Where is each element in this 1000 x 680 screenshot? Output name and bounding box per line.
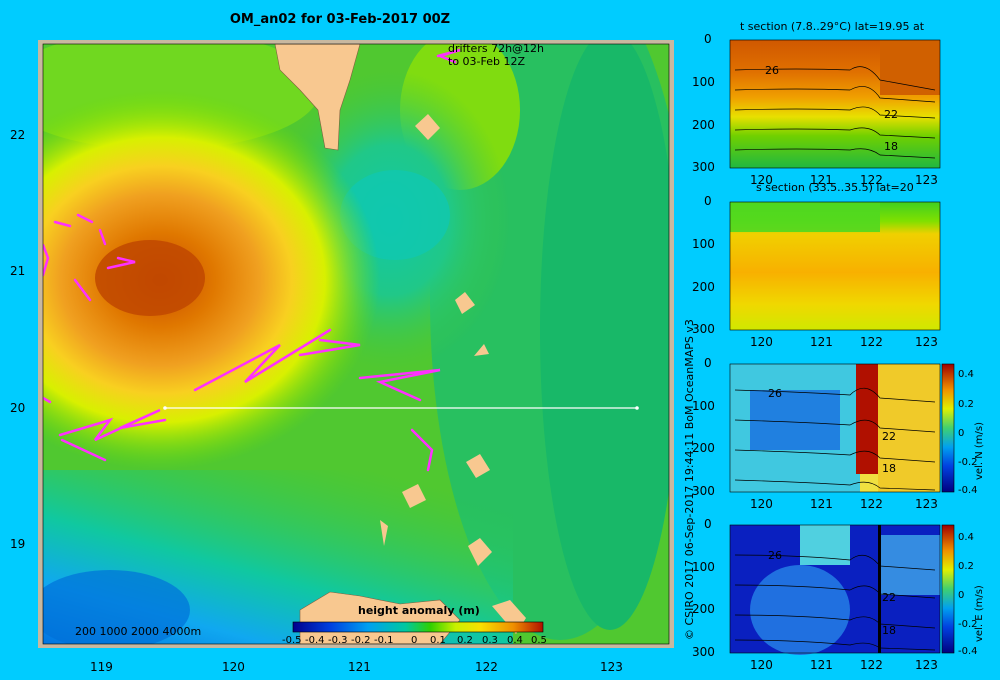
section-x-tick: 122 [860, 497, 883, 511]
section-x-tick: 123 [915, 335, 938, 349]
t-section-panel [729, 39, 941, 169]
credit-text: © CSIRO 2017 06-Sep-2017 19:44:11 BoM Oc… [683, 319, 696, 640]
main-title: OM_an02 for 03-Feb-2017 00Z [229, 12, 451, 27]
section-x-tick: 121 [810, 658, 833, 672]
section-y-tick: 200 [692, 441, 715, 455]
section-y-tick: 0 [704, 517, 712, 531]
vel-colorbar-tick: -0.4 [958, 646, 978, 657]
x-tick-label: 121 [348, 660, 371, 674]
section-y-tick: 200 [692, 118, 715, 132]
section-y-tick: 300 [692, 160, 715, 174]
vel-e-colorbar [941, 524, 955, 654]
colorbar-tick: 0 [411, 635, 418, 646]
s-section-title: s section (33.5..35.5) lat=20 [756, 181, 914, 194]
vel-colorbar-tick: 0.4 [958, 532, 974, 543]
depth-legend: 200 1000 2000 4000m [75, 625, 202, 638]
colorbar-tick: 0.3 [482, 635, 498, 646]
section-x-tick: 122 [860, 658, 883, 672]
section-x-tick: 121 [810, 335, 833, 349]
section-x-tick: 120 [750, 335, 773, 349]
drifter-note-line2: to 03-Feb 12Z [448, 55, 526, 68]
colorbar-tick: -0.4 [305, 635, 325, 646]
x-tick-label: 120 [222, 660, 245, 674]
section-y-tick: 300 [692, 484, 715, 498]
vel-colorbar-tick: 0 [958, 428, 965, 439]
section-y-tick: 100 [692, 75, 715, 89]
vel-e-label: vel. E (m/s) [974, 585, 985, 642]
vel-colorbar-tick: -0.4 [958, 485, 978, 496]
section-x-tick: 123 [915, 173, 938, 187]
section-y-tick: 200 [692, 602, 715, 616]
section-y-tick: 0 [704, 194, 712, 208]
vel-colorbar-tick: 0.4 [958, 369, 974, 380]
section-y-tick: 0 [704, 32, 712, 46]
colorbar-tick: 0.5 [531, 635, 547, 646]
vel-colorbar-tick: 0 [958, 590, 965, 601]
contour-label: 18 [884, 140, 898, 153]
contour-label: 18 [882, 624, 896, 637]
contour-label: 26 [768, 549, 782, 562]
colorbar-tick: -0.2 [351, 635, 371, 646]
section-x-tick: 120 [750, 497, 773, 511]
section-y-tick: 100 [692, 399, 715, 413]
vel-colorbar-tick: -0.2 [958, 457, 978, 468]
drifter-note-line1: drifters 72h@12h [448, 42, 545, 55]
colorbar-tick: 0.2 [457, 635, 473, 646]
vel-n-section-panel [729, 363, 941, 493]
section-x-tick: 121 [810, 173, 833, 187]
colorbar-tick: -0.1 [374, 635, 394, 646]
contour-label: 26 [768, 387, 782, 400]
vel-colorbar-tick: 0.2 [958, 399, 974, 410]
section-x-tick: 122 [860, 335, 883, 349]
section-x-tick: 122 [860, 173, 883, 187]
y-tick-label: 22 [10, 128, 26, 142]
contour-label: 26 [765, 64, 779, 77]
vel-colorbar-tick: -0.2 [958, 619, 978, 630]
y-tick-label: 20 [10, 401, 26, 415]
section-y-tick: 0 [704, 356, 712, 370]
colorbar-tick: -0.3 [328, 635, 348, 646]
height-anomaly-map [43, 44, 669, 644]
section-y-tick: 100 [692, 560, 715, 574]
x-tick-label: 119 [90, 660, 113, 674]
section-y-tick: 100 [692, 237, 715, 251]
y-tick-label: 19 [10, 537, 26, 551]
section-x-tick: 123 [915, 658, 938, 672]
t-section-title: t section (7.8..29°C) lat=19.95 at [740, 20, 925, 33]
section-y-tick: 200 [692, 280, 715, 294]
contour-label: 22 [882, 430, 896, 443]
y-tick-label: 21 [10, 264, 26, 278]
x-tick-label: 123 [600, 660, 623, 674]
s-section-panel [729, 201, 941, 331]
colorbar-tick: -0.5 [282, 635, 302, 646]
colorbar-tick: 0.1 [430, 635, 446, 646]
colorbar-tick: 0.4 [507, 635, 523, 646]
contour-label: 18 [882, 462, 896, 475]
colorbar-title: height anomaly (m) [358, 604, 480, 617]
vel-colorbar-tick: 0.2 [958, 561, 974, 572]
section-x-tick: 123 [915, 497, 938, 511]
height-colorbar [292, 621, 544, 633]
vel-e-section-panel [729, 524, 941, 655]
section-x-tick: 120 [750, 658, 773, 672]
vel-n-colorbar [941, 363, 955, 493]
contour-label: 22 [884, 108, 898, 121]
section-x-tick: 121 [810, 497, 833, 511]
section-y-tick: 300 [692, 645, 715, 659]
section-x-tick: 120 [750, 173, 773, 187]
contour-label: 22 [882, 591, 896, 604]
section-y-tick: 300 [692, 322, 715, 336]
vel-n-label: vel. N (m/s) [974, 422, 985, 480]
x-tick-label: 122 [475, 660, 498, 674]
